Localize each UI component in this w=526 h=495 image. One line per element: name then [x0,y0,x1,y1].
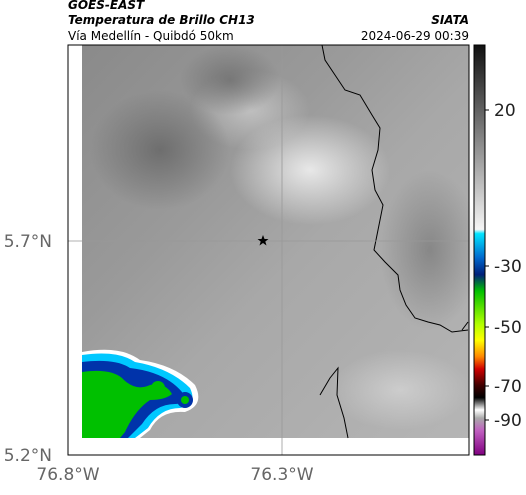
colorbar-label: -90 [494,411,522,431]
lat-label: 5.7°N [4,232,52,252]
colorbar-label: -70 [494,377,522,397]
location: Vía Medellín - Quibdó 50km [68,29,234,43]
lon-label: 76.8°W [36,465,99,485]
colorbar-ticks [485,109,489,421]
borders [319,44,469,439]
map-frame [67,44,470,456]
product: GOES-EAST [68,0,145,12]
title: Temperatura de Brillo CH13 [68,13,255,27]
lat-label: 5.2°N [4,446,52,466]
location-marker [257,235,269,246]
source: SIATA [431,13,469,27]
lon-label: 76.3°W [250,465,313,485]
timestamp: 2024-06-29 00:39 [361,29,469,43]
colorbar-label: 20 [494,101,516,121]
colorbar-label: -30 [494,257,522,277]
colorbar-label: -50 [494,318,522,338]
colorbar [473,44,486,456]
satellite-image [82,45,480,438]
